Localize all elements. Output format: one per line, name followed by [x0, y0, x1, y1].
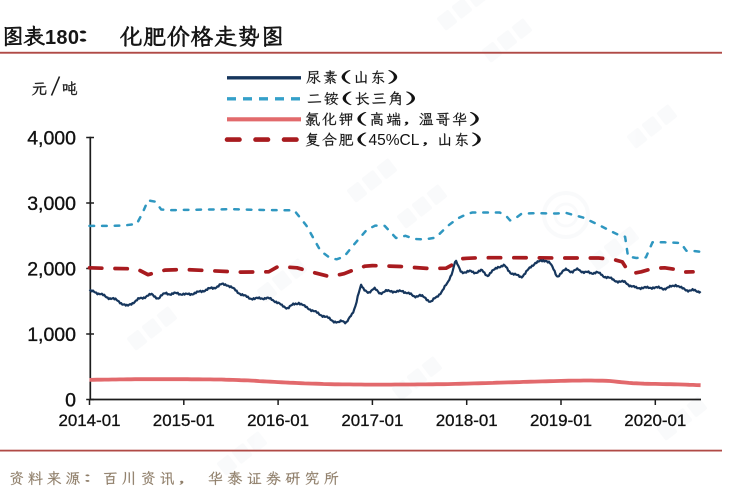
- svg-text:0: 0: [65, 390, 76, 412]
- svg-text:3,000: 3,000: [27, 193, 76, 215]
- svg-text:2015-01: 2015-01: [153, 411, 215, 430]
- svg-text:1,000: 1,000: [27, 324, 76, 346]
- svg-text:4,000: 4,000: [27, 128, 76, 150]
- svg-text:2019-01: 2019-01: [530, 411, 592, 430]
- svg-text:2018-01: 2018-01: [436, 411, 498, 430]
- svg-text:180: 180: [45, 27, 79, 49]
- svg-text:2014-01: 2014-01: [59, 411, 121, 430]
- svg-text:2,000: 2,000: [27, 259, 76, 281]
- svg-text:2017-01: 2017-01: [341, 411, 403, 430]
- svg-text:2016-01: 2016-01: [247, 411, 309, 430]
- svg-text:45%CL: 45%CL: [369, 132, 420, 149]
- svg-text:2020-01: 2020-01: [624, 411, 686, 430]
